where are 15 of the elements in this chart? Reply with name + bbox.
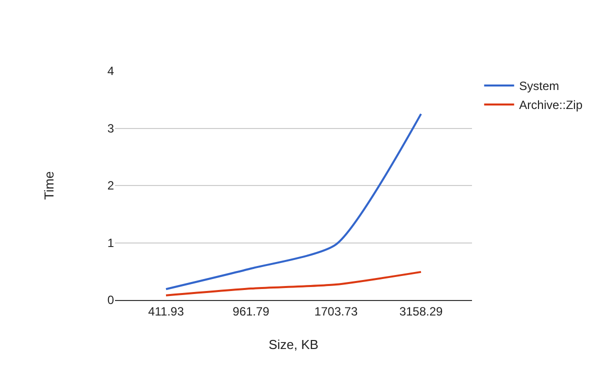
x-tick-label: 411.93 (148, 304, 184, 318)
y-tick-label: 2 (107, 178, 114, 193)
y-axis-title: Time (41, 171, 56, 200)
y-tick-label: 0 (107, 293, 114, 308)
x-tick-label: 3158.29 (399, 304, 444, 318)
y-tick-label: 1 (107, 236, 114, 250)
legend-label: System (519, 79, 560, 94)
x-tick-label: 961.79 (232, 304, 270, 318)
line-series (165, 270, 422, 296)
x-axis-title: Size, KB (268, 337, 318, 352)
y-tick-label: 4 (107, 64, 114, 78)
y-tick-label: 3 (107, 121, 114, 136)
line-series (165, 112, 422, 290)
legend-label: Archive::Zip (519, 98, 583, 112)
x-tick-label: 1703.73 (314, 304, 358, 318)
